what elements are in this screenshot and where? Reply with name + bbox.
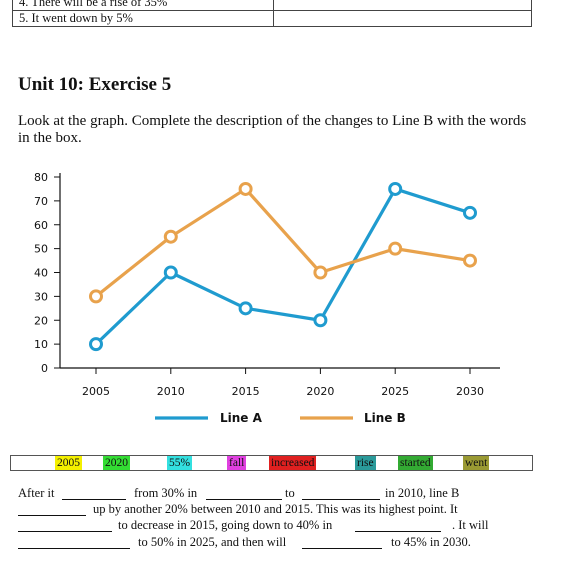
answer-blank[interactable] xyxy=(206,488,282,500)
data-point-a xyxy=(163,265,178,280)
series-line-a xyxy=(94,187,471,346)
table-cell: 5. It went down by 5% xyxy=(12,10,274,27)
text-segment: up by another 20% between 2010 and 2015.… xyxy=(93,502,458,516)
x-tick-label: 2015 xyxy=(232,385,260,398)
x-tick-label: 2030 xyxy=(456,385,484,398)
text-segment: in 2010, line B xyxy=(385,486,460,500)
x-tick-label: 2010 xyxy=(157,385,185,398)
word-went: went xyxy=(463,456,490,470)
answer-blank[interactable] xyxy=(18,537,130,549)
instructions: Look at the graph. Complete the descript… xyxy=(18,113,527,146)
answer-blank[interactable] xyxy=(62,488,126,500)
text-segment: from 30% in xyxy=(134,486,198,500)
x-tick-label: 2020 xyxy=(306,385,334,398)
y-tick-label: 80 xyxy=(34,171,48,184)
word-started: started xyxy=(398,456,433,470)
y-tick-label: 0 xyxy=(41,362,48,375)
data-point-a xyxy=(89,337,103,352)
data-point-b xyxy=(388,241,403,256)
table-row: 5. It went down by 5% xyxy=(12,10,532,27)
x-tick-label: 2025 xyxy=(381,385,409,398)
data-point-a xyxy=(238,301,253,316)
y-tick-label: 20 xyxy=(34,314,48,327)
word-55-percent: 55% xyxy=(167,456,193,470)
answer-blank[interactable] xyxy=(302,537,382,549)
text-segment: to xyxy=(285,486,295,500)
answer-blank[interactable] xyxy=(355,520,441,532)
data-point-a xyxy=(463,205,477,220)
data-point-b xyxy=(238,181,253,196)
text-segment: to decrease in 2015, going down to 40% i… xyxy=(118,518,333,532)
y-tick-label: 70 xyxy=(34,195,48,208)
text-segment: to 45% in 2030. xyxy=(391,535,471,549)
data-point-a xyxy=(388,181,403,196)
data-point-b xyxy=(89,289,103,304)
text-segment: . It will xyxy=(452,518,489,532)
y-tick-label: 50 xyxy=(34,243,48,256)
word-2005: 2005 xyxy=(55,456,82,470)
x-tick-label: 2005 xyxy=(82,385,110,398)
y-tick-label: 60 xyxy=(34,219,48,232)
y-tick-label: 30 xyxy=(34,290,48,303)
y-tick-label: 40 xyxy=(34,267,48,280)
data-point-b xyxy=(163,229,178,244)
data-point-b xyxy=(463,253,477,268)
table-cell xyxy=(273,10,532,27)
legend-label: Line B xyxy=(364,411,406,425)
word-increased: increased xyxy=(269,456,317,470)
word-fall: fall xyxy=(227,456,247,470)
answer-table: 4. There will be a rise of 35% 5. It wen… xyxy=(12,0,532,27)
data-point-b xyxy=(313,265,328,280)
gap-fill-paragraph: After it from 30% in to in 2010, line B … xyxy=(0,486,563,556)
table-row: 4. There will be a rise of 35% xyxy=(12,0,532,11)
text-segment: After it xyxy=(18,486,55,500)
text-segment: to 50% in 2025, and then will xyxy=(138,535,287,549)
answer-blank[interactable] xyxy=(18,504,86,516)
word-box: 2005 2020 55% fall increased rise starte… xyxy=(10,455,533,471)
word-2020: 2020 xyxy=(103,456,130,470)
answer-blank[interactable] xyxy=(302,488,380,500)
exercise-heading: Unit 10: Exercise 5 xyxy=(18,74,172,95)
series-line-b xyxy=(95,187,471,298)
data-point-a xyxy=(313,313,328,328)
legend-label: Line A xyxy=(220,411,263,425)
y-tick-label: 10 xyxy=(34,338,48,351)
answer-blank[interactable] xyxy=(18,520,112,532)
table-cell xyxy=(273,0,532,11)
table-cell: 4. There will be a rise of 35% xyxy=(12,0,274,11)
word-rise: rise xyxy=(355,456,376,470)
